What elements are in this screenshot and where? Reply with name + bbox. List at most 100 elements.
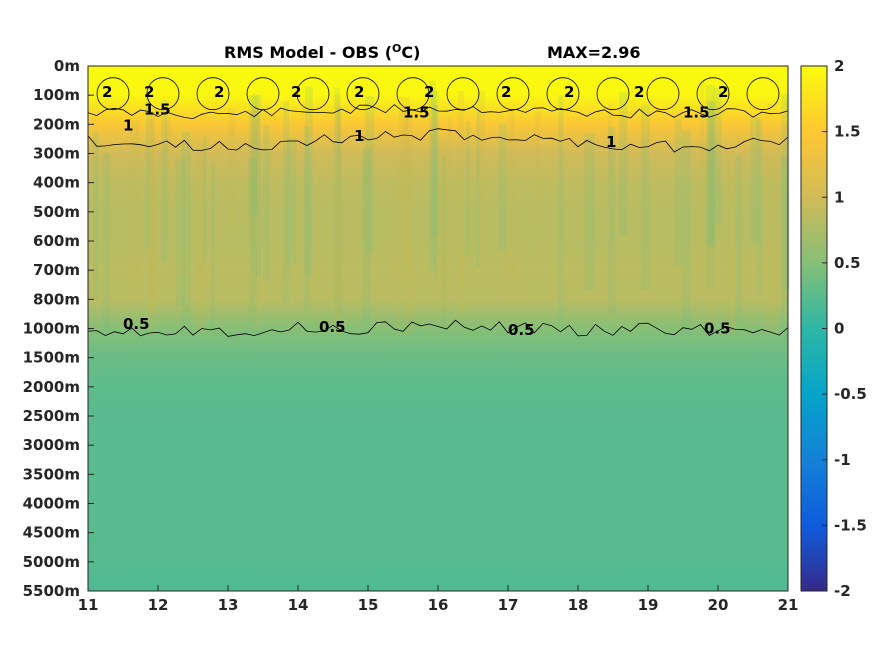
heatmap-streak: [433, 105, 438, 279]
x-tick-label: 20: [708, 596, 729, 614]
contour-label: 0.5: [704, 319, 731, 337]
contour-line: [87, 128, 789, 153]
heatmap-streak: [102, 153, 110, 335]
y-tick-label: 1000m: [23, 320, 80, 338]
heatmap-streak: [149, 118, 156, 314]
contour-loop: [746, 77, 780, 111]
contour-label: 1: [354, 127, 364, 145]
heatmap-streak: [362, 149, 371, 325]
x-tick-label: 18: [568, 596, 589, 614]
heatmap-field: [88, 66, 788, 591]
colorbar-tick-label: -1.5: [834, 516, 867, 534]
contour-label: 2: [564, 83, 574, 101]
contour-loop: [396, 77, 430, 111]
heatmap-streak: [304, 86, 313, 277]
contour-loop: [446, 77, 480, 111]
contour-label: 2: [291, 83, 301, 101]
contour-loop: [146, 77, 180, 111]
contour-label: 2: [214, 83, 224, 101]
contour-line: [87, 104, 789, 120]
x-tick-label: 11: [78, 596, 99, 614]
chart-title: RMS Model - OBS (OC): [224, 42, 420, 63]
contour-label: 2: [144, 83, 154, 101]
heatmap-streak: [92, 131, 99, 300]
heatmap-streak: [396, 165, 400, 335]
colorbar: 2 1.5 1 0.5 0 -0.5 -1 -1.5 -2: [800, 57, 867, 600]
heatmap-streak: [250, 109, 259, 245]
heatmap-streak: [466, 121, 470, 256]
heatmap-streak: [130, 120, 140, 302]
heatmap-streak: [175, 159, 185, 307]
heatmap-streaks: [92, 80, 790, 335]
heatmap-streak: [442, 157, 447, 335]
heatmap-streak: [337, 106, 342, 316]
colorbar-tick-label: 1: [834, 188, 844, 206]
contour-labels: 2 2 2 2 2 2 2 2 2 21.5 1.5 1.511 10.5 0.5 0.5 0.5: [102, 83, 731, 339]
y-tick-label: 4500m: [23, 524, 80, 542]
y-tick-label: 700m: [33, 261, 80, 279]
y-tick-label: 800m: [33, 290, 80, 308]
heatmap-streak: [457, 91, 465, 313]
heatmap-streak: [756, 118, 763, 294]
heatmap-streak: [781, 94, 790, 290]
contour-label: 1: [606, 133, 616, 151]
colorbar-tick-label: 1.5: [834, 123, 861, 141]
heatmap-streak: [146, 96, 150, 250]
heatmap-streak: [177, 155, 186, 276]
heatmap-streak: [181, 132, 191, 335]
contour-label: 0.5: [319, 318, 346, 336]
contour-label: 0.5: [123, 315, 150, 333]
contour-loop: [196, 77, 230, 111]
contour-loop: [696, 77, 730, 111]
heatmap-streak: [248, 158, 257, 335]
y-axis: 0m 100m 200m 300m 400m 500m 600m 700m 800m 1000m 1…: [23, 57, 94, 600]
y-tick-label: 200m: [33, 115, 80, 133]
contour-label: 1: [123, 117, 133, 135]
y-tick-label: 400m: [33, 174, 80, 192]
heatmap-streak: [161, 100, 168, 263]
contour-label: 2: [634, 83, 644, 101]
heatmap-streak: [363, 145, 372, 293]
heatmap-streak: [334, 87, 340, 313]
heatmap-streak: [404, 110, 413, 335]
heatmap-streak: [705, 85, 715, 245]
colorbar-tick-label: 0.5: [834, 254, 861, 272]
contour-line: [87, 319, 789, 337]
contour-label: 1.5: [144, 101, 171, 119]
heatmap-streak: [535, 112, 541, 238]
contour-lines: [87, 77, 789, 337]
y-tick-label: 5500m: [23, 582, 80, 600]
y-tick-label: 3000m: [23, 436, 80, 454]
heatmap-streak: [164, 116, 172, 235]
colorbar-ticks: 2 1.5 1 0.5 0 -0.5 -1 -1.5 -2: [822, 57, 867, 600]
heatmap-streak: [203, 135, 207, 262]
heatmap-streak: [228, 108, 236, 228]
heatmap-streak: [608, 126, 616, 315]
heatmap-streak: [364, 96, 375, 253]
y-tick-label: 3500m: [23, 465, 80, 483]
x-tick-label: 13: [218, 596, 239, 614]
y-tick-label: 300m: [33, 145, 80, 163]
y-tick-label: 5000m: [23, 553, 80, 571]
heatmap-streak: [558, 95, 564, 328]
heatmap-streak: [283, 100, 290, 304]
x-axis: 11 12 13 14 15 16 17 18 19 20 21: [78, 585, 798, 614]
heatmap-streak: [728, 167, 736, 335]
heatmap-streak: [750, 116, 760, 244]
heatmap-streak: [149, 113, 154, 335]
heatmap-streak: [681, 130, 691, 335]
y-tick-label: 0m: [54, 57, 80, 75]
y-tick-label: 2500m: [23, 407, 80, 425]
contour-label: 2: [354, 83, 364, 101]
x-tick-label: 12: [148, 596, 169, 614]
heatmap-streak: [706, 101, 714, 289]
heatmap-streak: [334, 94, 341, 319]
heatmap-streak: [641, 104, 650, 290]
y-tick-label: 100m: [33, 86, 80, 104]
heatmap-streak: [735, 156, 742, 325]
heatmap-streak: [476, 108, 480, 268]
heatmap-streak: [619, 92, 628, 236]
heatmap-streak: [437, 139, 448, 310]
heatmap-streak: [584, 133, 595, 290]
x-tick-label: 17: [498, 596, 519, 614]
